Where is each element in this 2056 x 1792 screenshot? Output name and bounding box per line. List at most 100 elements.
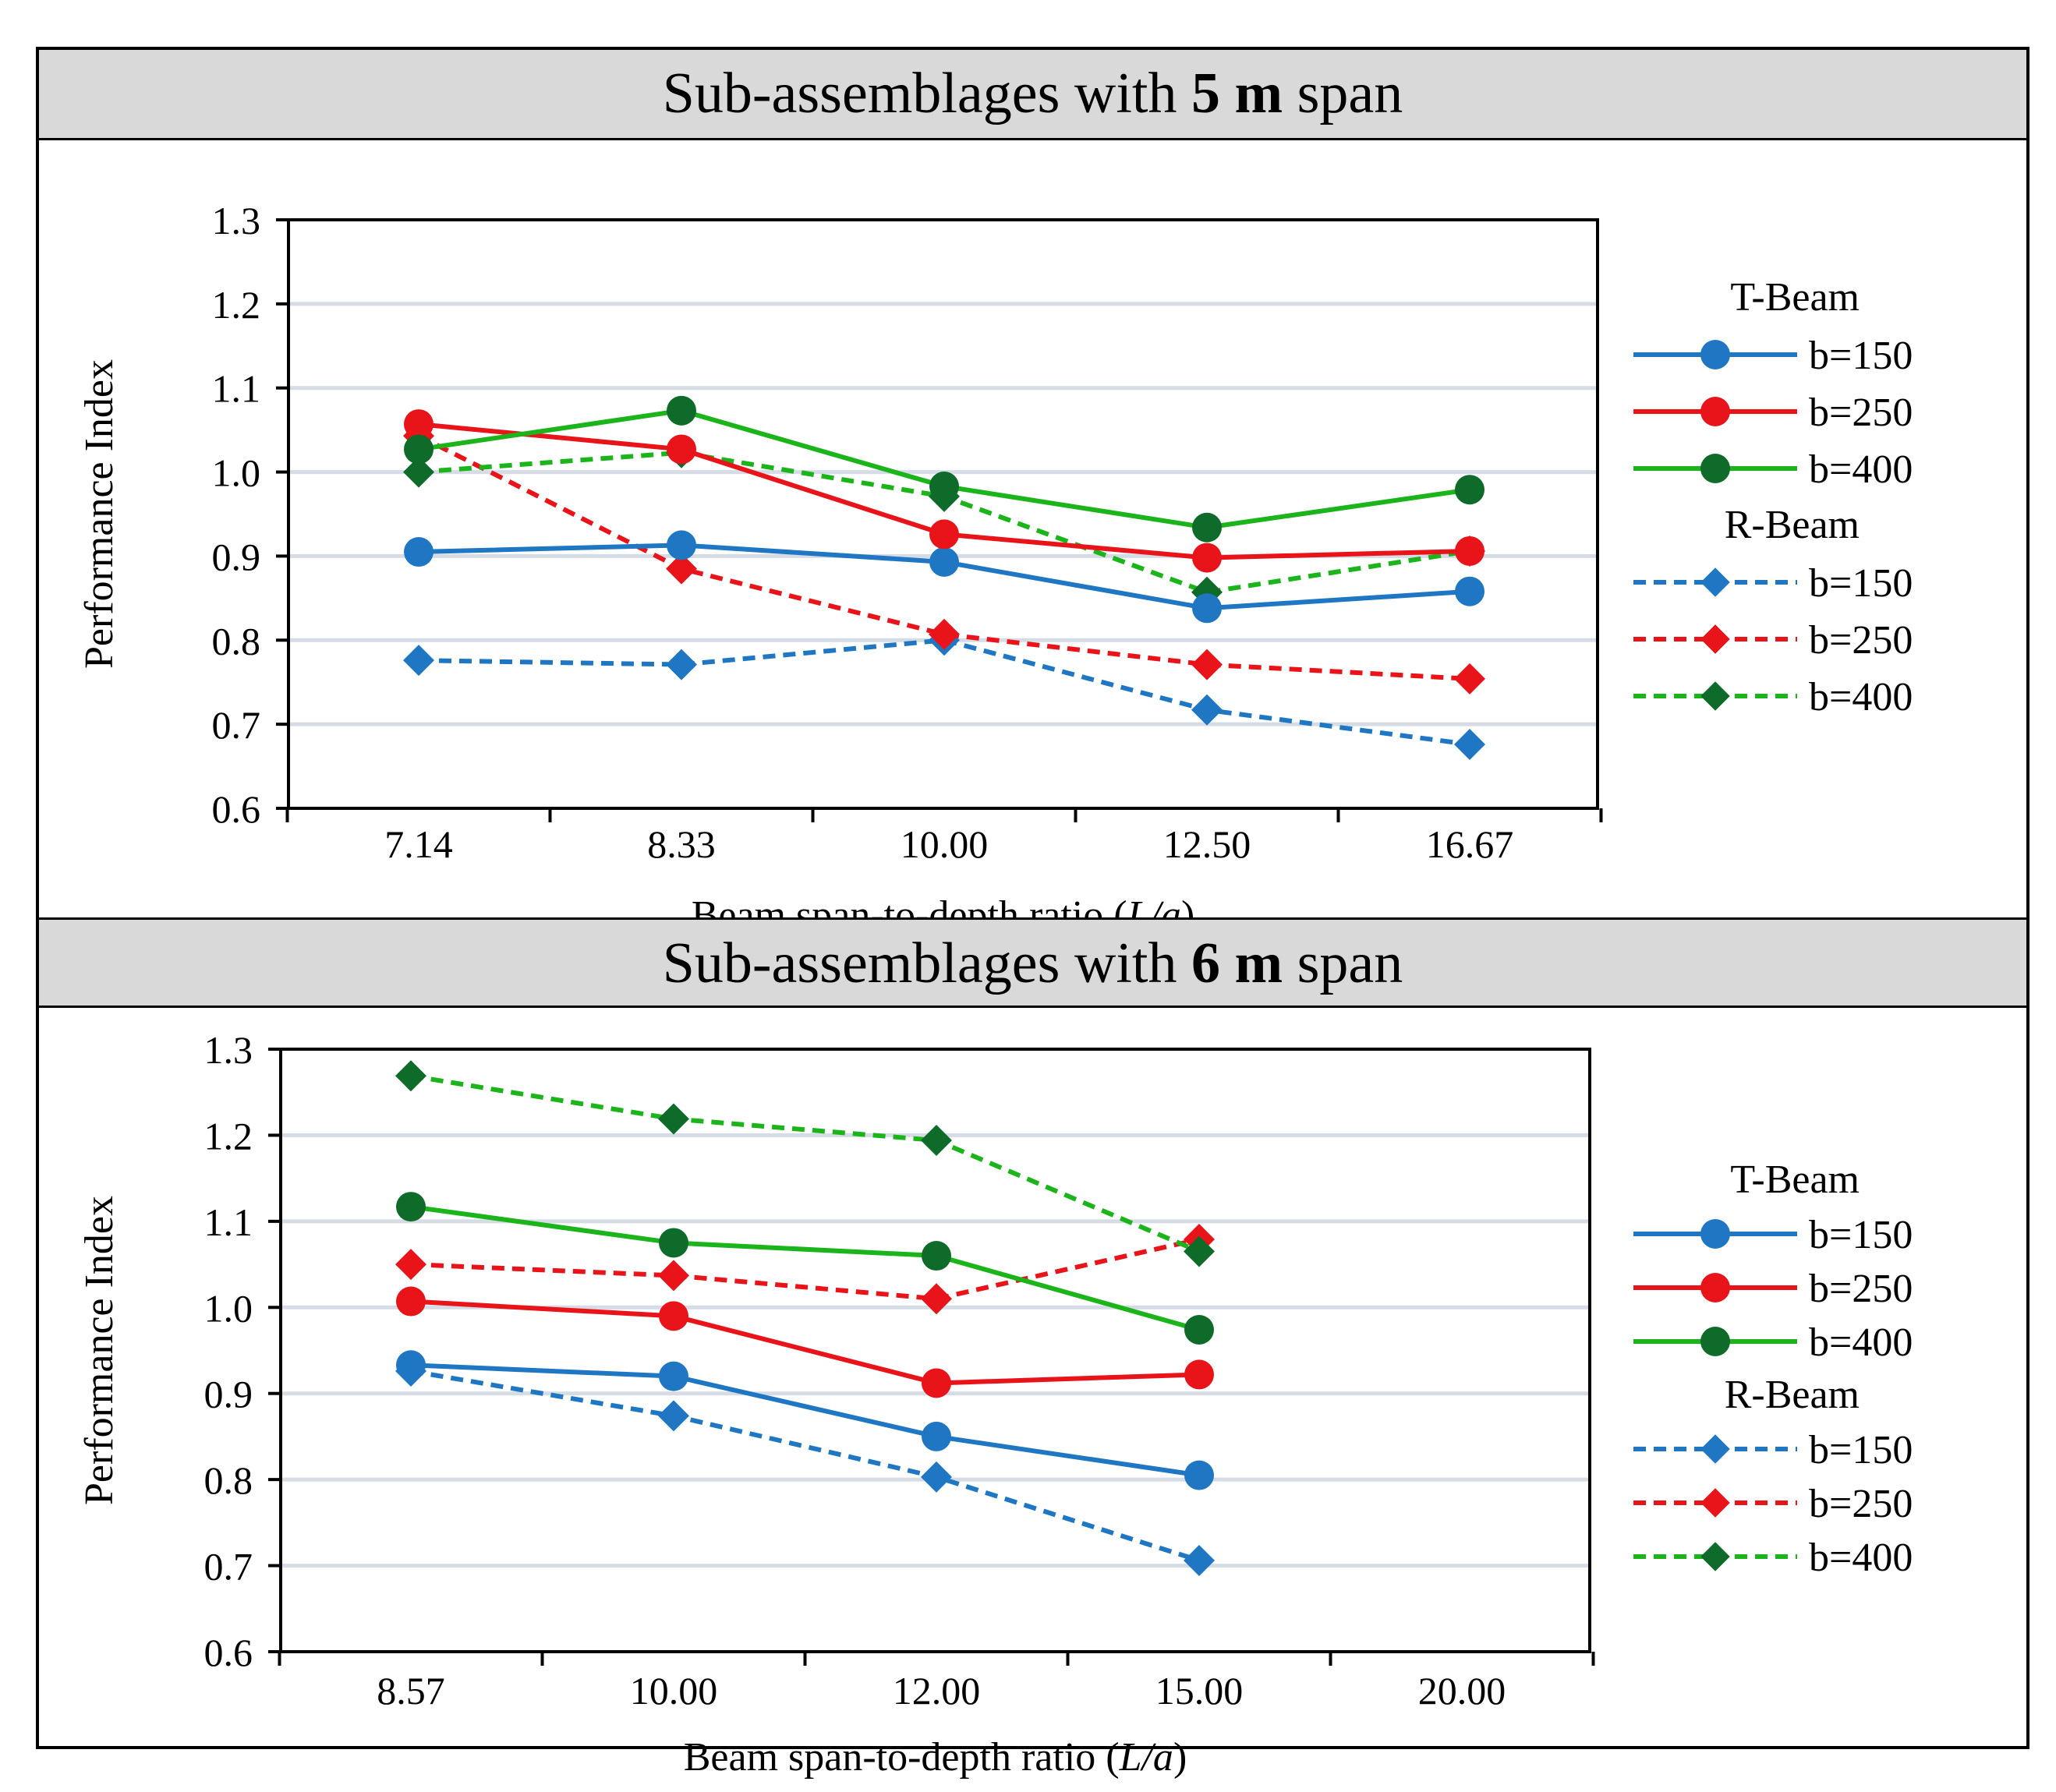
x-tick-label: 12.50 xyxy=(1163,822,1251,866)
data-point-t-beam-b-250 xyxy=(1192,543,1222,573)
x-tick-label: 12.00 xyxy=(893,1669,981,1712)
data-point-r-beam-b-250 xyxy=(1191,649,1223,680)
y-tick-label: 0.7 xyxy=(204,1545,253,1589)
plot-area xyxy=(279,1048,1591,1653)
chart-1-title-post: span xyxy=(1283,62,1403,125)
y-tick-label: 1.0 xyxy=(204,1286,253,1330)
data-point-r-beam-b-250 xyxy=(658,1260,689,1292)
legend-label-r-beam-b-150: b=150 xyxy=(1809,1428,1913,1472)
data-point-r-beam-b-150 xyxy=(1184,1544,1215,1576)
series-line-r-beam-b-150 xyxy=(418,638,1470,748)
x-tick-label: 8.33 xyxy=(647,822,716,866)
legend-marker-r-beam-b-250 xyxy=(1700,624,1730,654)
data-point-t-beam-b-400 xyxy=(922,1241,951,1271)
data-point-r-beam-b-250 xyxy=(1454,663,1485,695)
data-point-r-beam-b-250 xyxy=(666,553,697,585)
legend-label-t-beam-b-250: b=250 xyxy=(1809,1267,1913,1311)
data-point-t-beam-b-250 xyxy=(1184,1359,1214,1390)
data-point-t-beam-b-150 xyxy=(667,530,696,560)
y-tick-label: 1.2 xyxy=(212,283,261,327)
data-point-t-beam-b-400 xyxy=(1192,512,1222,543)
data-point-r-beam-b-250 xyxy=(929,618,960,650)
data-point-t-beam-b-250 xyxy=(659,1301,688,1331)
legend-label-t-beam-b-150: b=150 xyxy=(1809,334,1913,378)
y-tick-label: 0.7 xyxy=(212,703,261,747)
series-line-t-beam-b-400 xyxy=(410,1204,1200,1332)
chart-2-title-bold: 6 m xyxy=(1191,931,1283,995)
data-point-r-beam-b-150 xyxy=(666,649,697,680)
x-tick-label: 8.57 xyxy=(377,1669,445,1712)
data-point-t-beam-b-250 xyxy=(1455,535,1484,566)
legend-label-r-beam-b-400: b=400 xyxy=(1809,675,1913,719)
y-tick-label: 0.8 xyxy=(204,1458,253,1502)
series-line-t-beam-b-250 xyxy=(410,1299,1200,1386)
legend-label-r-beam-b-150: b=150 xyxy=(1809,561,1913,606)
legend-marker-r-beam-b-250 xyxy=(1700,1488,1730,1518)
legend-label-t-beam-b-400: b=400 xyxy=(1809,1320,1913,1365)
data-point-t-beam-b-250 xyxy=(667,434,696,465)
y-tick-label: 1.2 xyxy=(204,1114,253,1158)
legend-marker-t-beam-b-150 xyxy=(1700,1219,1730,1249)
chart-2-title: Sub-assemblages with 6 m span xyxy=(39,917,2026,1008)
data-point-t-beam-b-150 xyxy=(929,546,959,577)
chart-2: 0.6 0.7 0.8 0.9 1.0 1.1 1.2 1.3 8.57 10.00 12.00 15… xyxy=(77,1028,1913,1780)
data-point-t-beam-b-150 xyxy=(396,1350,426,1380)
legend-marker-t-beam-b-400 xyxy=(1700,454,1730,483)
y-tick-label: 1.3 xyxy=(204,1028,253,1072)
series-line-r-beam-b-250 xyxy=(417,433,1470,681)
data-point-r-beam-b-250 xyxy=(921,1283,952,1315)
data-point-t-beam-b-400 xyxy=(1184,1314,1214,1345)
legend-marker-r-beam-b-400 xyxy=(1700,1542,1730,1571)
data-point-t-beam-b-150 xyxy=(922,1421,951,1451)
chart-2-title-pre: Sub-assemblages with xyxy=(662,931,1191,995)
legend-group-label: T-Beam xyxy=(1730,1158,1860,1202)
data-point-t-beam-b-400 xyxy=(667,395,696,426)
legend-marker-r-beam-b-150 xyxy=(1700,1434,1730,1464)
y-tick-label: 0.9 xyxy=(212,535,261,578)
x-tick-label: 10.00 xyxy=(901,822,989,866)
legend-marker-t-beam-b-250 xyxy=(1700,397,1730,426)
data-point-r-beam-b-150 xyxy=(403,645,434,677)
y-tick-label: 1.1 xyxy=(204,1200,253,1244)
legend-label-t-beam-b-400: b=400 xyxy=(1809,447,1913,492)
x-tick-label: 7.14 xyxy=(384,822,453,866)
x-tick-label: 10.00 xyxy=(630,1669,718,1712)
legend-label-r-beam-b-250: b=250 xyxy=(1809,618,1913,663)
data-point-r-beam-b-150 xyxy=(1454,729,1485,761)
series-line-r-beam-b-400 xyxy=(410,1073,1201,1254)
data-point-t-beam-b-400 xyxy=(929,471,959,501)
data-point-r-beam-b-400 xyxy=(658,1103,689,1135)
y-tick-label: 0.8 xyxy=(212,619,261,663)
data-point-r-beam-b-250 xyxy=(395,1249,426,1281)
legend-group-label: T-Beam xyxy=(1730,275,1860,320)
y-tick-label: 0.6 xyxy=(212,787,261,831)
data-point-t-beam-b-250 xyxy=(396,1286,426,1317)
x-axis-label: Beam span-to-depth ratio (L/a) xyxy=(684,1735,1187,1780)
data-point-t-beam-b-150 xyxy=(404,537,433,567)
y-tick-label: 0.9 xyxy=(204,1373,253,1416)
chart-1: 0.6 0.7 0.8 0.9 1.0 1.1 1.2 1.3 7.14 8.33 10.00 12.… xyxy=(77,199,1913,938)
data-point-t-beam-b-400 xyxy=(396,1192,426,1222)
data-point-r-beam-b-400 xyxy=(1184,1235,1215,1267)
legend-label-t-beam-b-150: b=150 xyxy=(1809,1213,1913,1257)
data-point-t-beam-b-150 xyxy=(659,1361,688,1391)
x-tick-label: 16.67 xyxy=(1426,822,1514,866)
data-point-r-beam-b-150 xyxy=(658,1400,689,1432)
x-tick-label: 20.00 xyxy=(1418,1669,1506,1712)
data-point-r-beam-b-400 xyxy=(395,1060,426,1092)
series-line-r-beam-b-250 xyxy=(410,1237,1200,1302)
data-point-t-beam-b-400 xyxy=(404,434,433,465)
chart-2-title-post: span xyxy=(1283,931,1403,995)
x-tick-label: 15.00 xyxy=(1155,1669,1244,1712)
y-tick-label: 0.6 xyxy=(204,1631,253,1674)
legend-marker-r-beam-b-150 xyxy=(1700,567,1730,597)
data-point-t-beam-b-400 xyxy=(659,1228,688,1258)
chart-1-title-bold: 5 m xyxy=(1191,62,1283,125)
legend-marker-t-beam-b-400 xyxy=(1700,1327,1730,1356)
data-point-t-beam-b-250 xyxy=(929,519,959,550)
y-tick-label: 1.1 xyxy=(212,367,261,411)
data-point-r-beam-b-400 xyxy=(921,1125,952,1157)
data-point-t-beam-b-250 xyxy=(404,409,433,440)
legend-label-t-beam-b-250: b=250 xyxy=(1809,391,1913,435)
data-point-t-beam-b-150 xyxy=(1455,576,1484,606)
